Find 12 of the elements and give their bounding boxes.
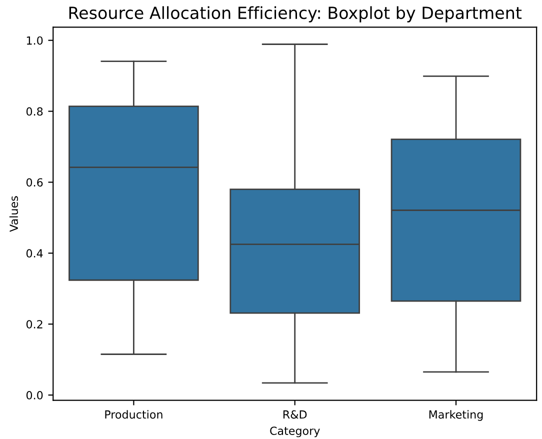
y-tick-label: 0.0 — [26, 391, 43, 400]
y-tick-label: 0.2 — [26, 320, 42, 328]
x-tick-label: Marketing — [429, 410, 483, 421]
y-tick-label: 1.0 — [26, 36, 43, 45]
y-tick-label: 0.4 — [26, 249, 43, 258]
chart-title: Resource Allocation Efficiency: Boxplot by Department — [69, 6, 522, 22]
x-tick-label: Production — [105, 410, 162, 419]
y-axis-title: Values — [9, 196, 18, 232]
y-tick-label: 0.8 — [26, 107, 43, 116]
x-axis-title: Category — [270, 426, 320, 438]
y-tick-label: 0.6 — [26, 178, 43, 187]
x-tick-label: R&D — [283, 410, 307, 419]
